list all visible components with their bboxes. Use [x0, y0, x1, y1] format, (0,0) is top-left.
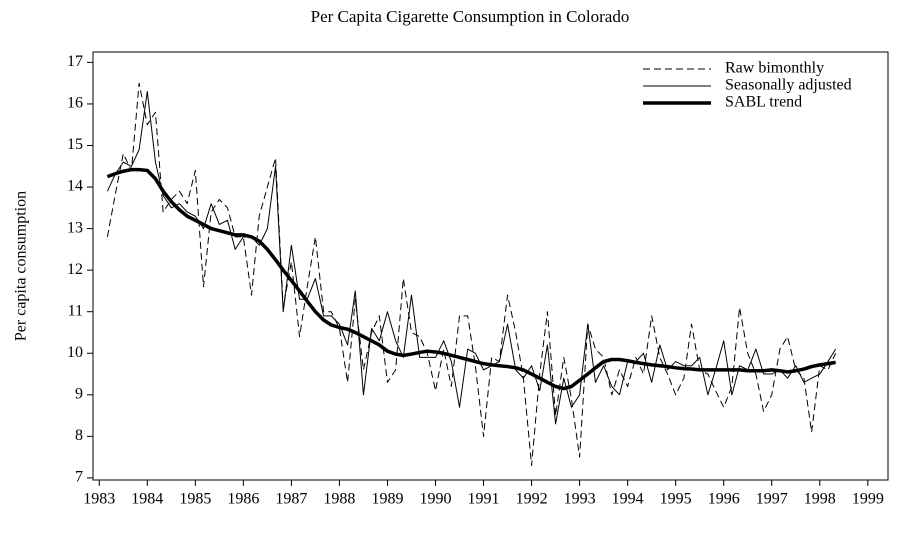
- y-tick-label: 11: [68, 302, 83, 319]
- x-tick-label: 1983: [83, 491, 115, 508]
- x-tick-label: 1986: [227, 491, 259, 508]
- y-tick-label: 10: [67, 344, 83, 361]
- x-tick-label: 1995: [660, 491, 692, 508]
- legend-label: Seasonally adjusted: [725, 77, 852, 94]
- y-axis-label: Per capita consumption: [13, 191, 30, 341]
- x-tick-label: 1985: [179, 491, 211, 508]
- y-tick-label: 9: [75, 385, 83, 402]
- x-tick-label: 1990: [419, 491, 451, 508]
- x-tick-label: 1997: [756, 491, 788, 508]
- legend-label: Raw bimonthly: [725, 60, 824, 77]
- x-tick-label: 1988: [323, 491, 355, 508]
- y-tick-label: 12: [67, 261, 83, 278]
- x-tick-label: 1991: [468, 491, 500, 508]
- y-tick-label: 8: [75, 427, 83, 444]
- y-tick-label: 16: [67, 95, 83, 112]
- series-line: [106, 167, 836, 391]
- chart-title: Per Capita Cigarette Consumption in Colo…: [311, 7, 630, 26]
- x-tick-label: 1989: [371, 491, 403, 508]
- series-line: [106, 90, 837, 425]
- x-tick-label: 1998: [804, 491, 836, 508]
- x-tick-label: 1994: [612, 491, 644, 508]
- y-tick-label: 17: [67, 53, 83, 70]
- x-tick-label: 1987: [275, 491, 307, 508]
- y-tick-label: 13: [67, 219, 83, 236]
- x-tick-label: 1984: [131, 491, 163, 508]
- x-tick-label: 1999: [852, 491, 884, 508]
- y-tick-label: 14: [67, 178, 83, 195]
- plot-frame: [92, 51, 889, 481]
- series-line: [106, 82, 837, 466]
- x-tick-label: 1996: [708, 491, 740, 508]
- x-tick-label: 1992: [516, 491, 548, 508]
- y-tick-label: 7: [75, 469, 83, 486]
- y-tick-label: 15: [67, 136, 83, 153]
- legend-label: SABL trend: [725, 94, 802, 111]
- x-tick-label: 1993: [564, 491, 596, 508]
